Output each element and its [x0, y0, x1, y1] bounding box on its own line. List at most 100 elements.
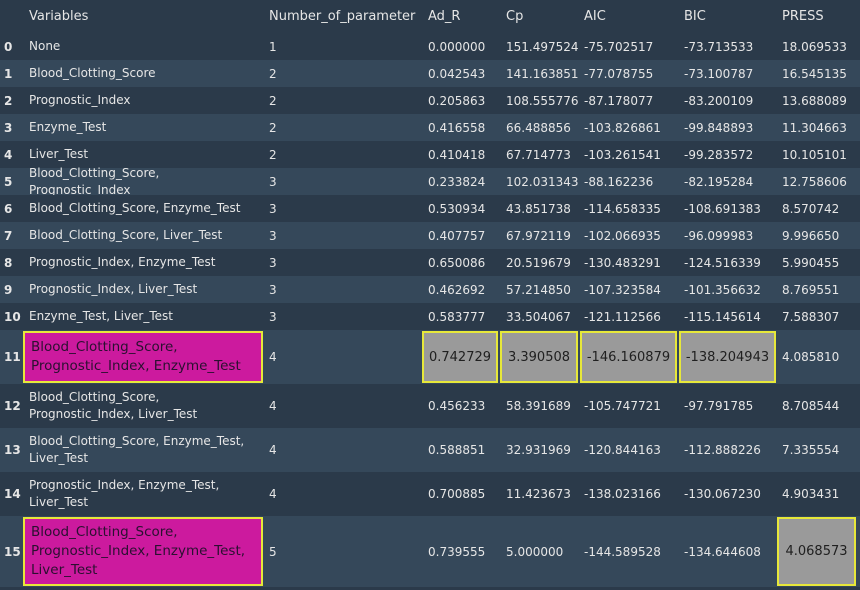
aic-cell: -103.261541: [584, 147, 661, 162]
ad-r-cell: 0.407757: [428, 228, 486, 243]
column-header-aic[interactable]: AIC: [584, 9, 606, 24]
variables-cell: Blood_Clotting_Score: [29, 60, 263, 87]
cp-cell: 57.214850: [506, 282, 571, 297]
press-cell: 18.069533: [782, 39, 847, 54]
column-header-cp[interactable]: Cp: [506, 9, 524, 24]
variable-line: Blood_Clotting_Score, Enzyme_Test,: [29, 434, 245, 448]
row-index: 10: [4, 309, 21, 324]
table-row: 15 Blood_Clotting_Score, Prognostic_Index,…: [0, 516, 860, 587]
aic-cell: -105.747721: [584, 399, 661, 413]
variables-lines: Liver_Test: [29, 146, 88, 163]
ad-r-cell: 0.583777: [428, 309, 486, 324]
bic-cell: -115.145614: [684, 309, 761, 324]
row-index: 15: [4, 544, 21, 559]
parameter-count-cell: 1: [269, 39, 277, 54]
variables-lines: Blood_Clotting_Score, Prognostic_Index, E…: [31, 523, 245, 580]
variables-lines: Enzyme_Test: [29, 119, 106, 136]
column-header-bic[interactable]: BIC: [684, 9, 706, 24]
variables-cell: Blood_Clotting_Score, Prognostic_Index, E…: [23, 331, 263, 383]
ad-r-cell: 0.416558: [428, 120, 486, 135]
variable-line: Blood_Clotting_Score,: [29, 390, 160, 404]
cp-cell: 5.000000: [506, 544, 564, 559]
bic-cell: -108.691383: [684, 201, 761, 216]
aic-cell: -146.160879: [580, 331, 677, 383]
aic-cell: -88.162236: [584, 174, 654, 189]
cp-cell: 33.504067: [506, 309, 571, 324]
variables-lines: Blood_Clotting_Score, Enzyme_Test, Liver_…: [29, 433, 244, 467]
variables-lines: Prognostic_Index, Liver_Test: [29, 281, 197, 298]
variables-cell: Blood_Clotting_Score, Prognostic_Index, E…: [23, 517, 263, 586]
variable-line: None: [29, 39, 61, 53]
table-row: 14 Prognostic_Index, Enzyme_Test, Liver_Te…: [0, 472, 860, 516]
variables-lines: Enzyme_Test, Liver_Test: [29, 308, 173, 325]
ad-r-cell: 0.650086: [428, 255, 486, 270]
aic-cell: -120.844163: [584, 443, 661, 457]
cp-cell: 141.163851: [506, 66, 579, 81]
ad-r-cell: 0.700885: [428, 487, 486, 501]
variables-lines: Prognostic_Index, Enzyme_Test, Liver_Test: [29, 477, 219, 511]
variables-lines: Prognostic_Index, Enzyme_Test: [29, 254, 215, 271]
column-header-number-of-parameter[interactable]: Number_of_parameter: [269, 9, 416, 24]
aic-cell: -107.323584: [584, 282, 661, 297]
variable-line: Prognostic_Index, Enzyme_Test,: [29, 478, 220, 492]
table-row: 8 Prognostic_Index, Enzyme_Test 3 0.650086 2…: [0, 249, 860, 276]
variables-cell: Blood_Clotting_Score, Prognostic_Index, L…: [29, 384, 263, 428]
ad-r-cell: 0.456233: [428, 399, 486, 413]
aic-cell: -144.589528: [584, 544, 661, 559]
ad-r-cell: 0.588851: [428, 443, 486, 457]
row-index: 7: [4, 228, 13, 243]
ad-r-cell: 0.742729: [422, 331, 498, 383]
cp-cell: 43.851738: [506, 201, 571, 216]
variables-cell: Enzyme_Test: [29, 114, 263, 141]
cp-cell: 108.555776: [506, 93, 579, 108]
ad-r-cell: 0.000000: [428, 39, 486, 54]
press-cell: 4.085810: [782, 350, 840, 364]
table-row: 13 Blood_Clotting_Score, Enzyme_Test, Live…: [0, 428, 860, 472]
press-cell: 8.708544: [782, 399, 840, 413]
press-cell: 16.545135: [782, 66, 847, 81]
parameter-count-cell: 3: [269, 282, 277, 297]
cp-cell: 11.423673: [506, 487, 571, 501]
row-index: 2: [4, 93, 13, 108]
variable-line: Blood_Clotting_Score: [29, 66, 156, 80]
variables-lines: Prognostic_Index: [29, 92, 131, 109]
table-row: 6 Blood_Clotting_Score, Enzyme_Test 3 0.530…: [0, 195, 860, 222]
column-header-ad-r[interactable]: Ad_R: [428, 9, 461, 24]
table-row: 2 Prognostic_Index 2 0.205863 108.555776 -87.…: [0, 87, 860, 114]
variables-cell: Blood_Clotting_Score, Enzyme_Test, Liver_…: [29, 428, 263, 472]
variable-line: Prognostic_Index, Enzyme_Test: [31, 358, 241, 374]
variables-cell: Blood_Clotting_Score, Prognostic_Index: [29, 166, 263, 197]
table-row: 0 None 1 0.000000 151.497524 -75.702517 -73.71…: [0, 33, 860, 60]
variables-lines: Blood_Clotting_Score, Prognostic_Index, E…: [31, 338, 241, 376]
variable-line: Prognostic_Index, Enzyme_Test,: [31, 543, 246, 559]
press-cell: 8.769551: [782, 282, 840, 297]
ad-r-cell: 0.530934: [428, 201, 486, 216]
cp-cell: 66.488856: [506, 120, 571, 135]
header-row: Variables Number_of_parameter Ad_R Cp AIC BIC…: [0, 0, 860, 33]
bic-cell: -124.516339: [684, 255, 761, 270]
cp-cell: 151.497524: [506, 39, 579, 54]
press-cell: 4.068573: [777, 517, 856, 586]
parameter-count-cell: 4: [269, 399, 277, 413]
variable-line: Enzyme_Test, Liver_Test: [29, 309, 173, 323]
bic-cell: -96.099983: [684, 228, 754, 243]
bic-cell: -130.067230: [684, 487, 761, 501]
ad-r-cell: 0.462692: [428, 282, 486, 297]
variable-line: Blood_Clotting_Score, Liver_Test: [29, 228, 223, 242]
variables-lines: Blood_Clotting_Score, Prognostic_Index: [29, 165, 263, 199]
variable-line: Prognostic_Index, Liver_Test: [29, 282, 198, 296]
parameter-count-cell: 2: [269, 93, 277, 108]
parameter-count-cell: 5: [269, 544, 277, 559]
row-index: 1: [4, 66, 13, 81]
table-row: 3 Enzyme_Test 2 0.416558 66.488856 -103.82686…: [0, 114, 860, 141]
variable-line: Blood_Clotting_Score, Prognostic_Index: [29, 165, 160, 197]
variables-cell: None: [29, 33, 263, 60]
column-header-variables[interactable]: Variables: [29, 9, 89, 24]
variables-cell: Prognostic_Index, Enzyme_Test, Liver_Test: [29, 472, 263, 516]
variable-line: Liver_Test: [29, 495, 89, 509]
row-index: 8: [4, 255, 13, 270]
column-header-press[interactable]: PRESS: [782, 9, 824, 24]
table-row: 11 Blood_Clotting_Score, Prognostic_Index,…: [0, 330, 860, 384]
bic-cell: -73.100787: [684, 66, 754, 81]
row-index: 3: [4, 120, 13, 135]
